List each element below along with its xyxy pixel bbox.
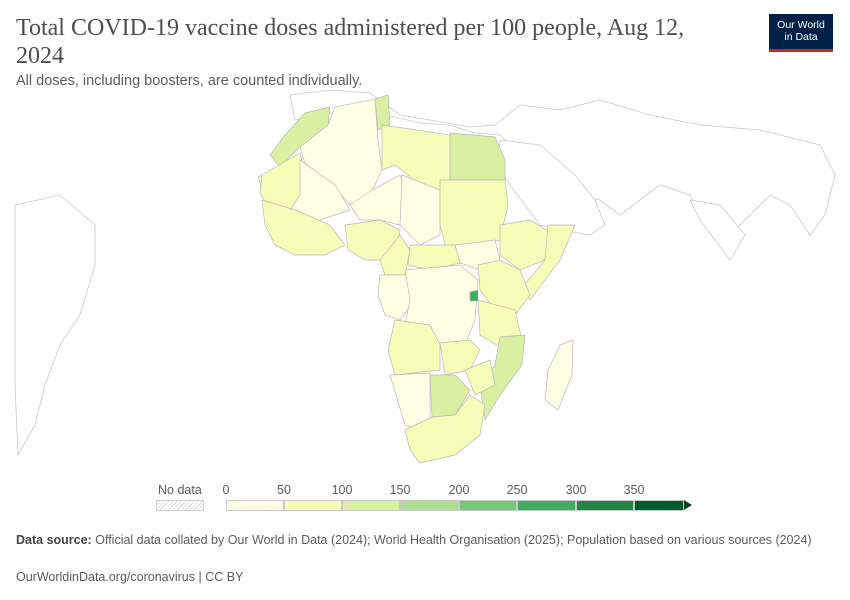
legend-arrow: [684, 500, 692, 510]
legend-bin-200-250[interactable]: [459, 500, 517, 511]
legend-tick-300: 300: [565, 483, 587, 497]
arabian-peninsula: [497, 139, 606, 236]
country-egypt[interactable]: [449, 132, 506, 181]
country-west-africa-coast[interactable]: [261, 199, 346, 256]
country-uganda-kenya[interactable]: [477, 259, 531, 316]
chart-title: Total COVID-19 vaccine doses administere…: [16, 15, 685, 69]
logo-line-2: in Data: [784, 31, 818, 43]
country-mozambique[interactable]: [479, 334, 526, 422]
color-legend: No data 0 50 100 150 200 250 300 350: [150, 482, 710, 516]
data-source-text: Official data collated by Our World in D…: [95, 533, 812, 547]
legend-tick-150: 150: [389, 483, 411, 497]
data-source-label: Data source:: [16, 533, 92, 547]
legend-bin-50-100[interactable]: [284, 500, 342, 511]
legend-tick-200: 200: [448, 483, 470, 497]
legend-bin-250-300[interactable]: [517, 500, 576, 511]
legend-bin-300-350[interactable]: [576, 500, 634, 511]
no-data-label: No data: [158, 483, 202, 497]
footer: OurWorldinData.org/coronavirus | CC BY: [16, 570, 243, 584]
data-source: Data source: Official data collated by O…: [16, 533, 816, 548]
legend-tick-50: 50: [277, 483, 291, 497]
footer-license[interactable]: CC BY: [205, 570, 244, 584]
chart-subtitle: All doses, including boosters, are count…: [16, 73, 363, 89]
country-madagascar[interactable]: [544, 339, 574, 411]
legend-bin-350-plus[interactable]: [634, 500, 684, 511]
country-rwanda[interactable]: [469, 289, 479, 302]
india-outline: [689, 199, 746, 261]
legend-tick-350: 350: [623, 483, 645, 497]
legend-tick-250: 250: [506, 483, 528, 497]
country-south-africa[interactable]: [404, 394, 486, 464]
owid-logo[interactable]: Our World in Data: [769, 14, 833, 52]
country-somalia[interactable]: [519, 224, 576, 301]
legend-tick-0: 0: [222, 483, 230, 497]
legend-bin-0-50[interactable]: [226, 500, 284, 511]
africa-map[interactable]: [0, 85, 850, 480]
country-malawi-zimbabwe[interactable]: [464, 359, 496, 396]
south-america-outline: [14, 194, 96, 457]
footer-separator: |: [195, 570, 206, 584]
legend-tick-100: 100: [331, 483, 353, 497]
country-sudan[interactable]: [439, 179, 509, 251]
logo-line-1: Our World: [777, 19, 825, 31]
legend-bin-100-150[interactable]: [342, 500, 400, 511]
footer-link[interactable]: OurWorldinData.org/coronavirus: [16, 570, 196, 584]
country-zambia[interactable]: [439, 339, 481, 376]
country-chad[interactable]: [399, 174, 441, 246]
country-botswana[interactable]: [429, 374, 471, 418]
country-angola[interactable]: [387, 319, 441, 376]
legend-bin-150-200[interactable]: [400, 500, 459, 511]
country-tunisia[interactable]: [374, 94, 391, 131]
no-data-swatch[interactable]: [156, 500, 204, 511]
country-cameroon[interactable]: [379, 234, 411, 276]
